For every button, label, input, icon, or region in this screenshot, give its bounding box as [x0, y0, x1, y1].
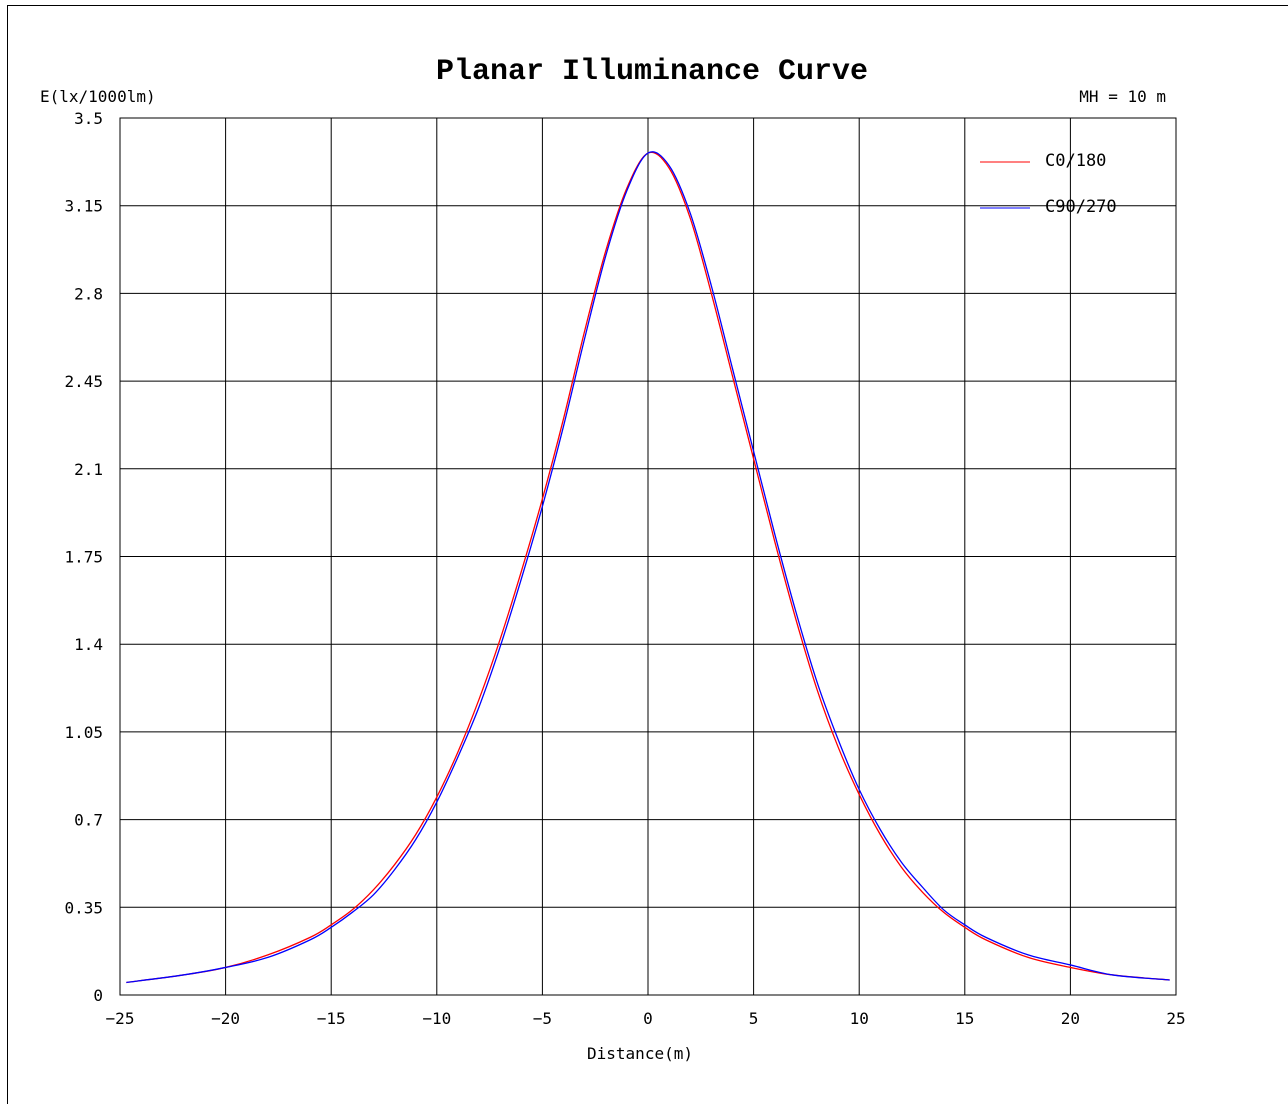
x-tick-label: 0 — [643, 1009, 653, 1028]
x-tick-label: −20 — [211, 1009, 240, 1028]
plot-area-border — [119, 117, 1177, 996]
y-tick-label: 3.5 — [74, 109, 103, 128]
y-tick-label: 0.35 — [64, 898, 103, 917]
y-tick-label: 2.1 — [74, 460, 103, 479]
chart-title: Planar Illuminance Curve — [436, 55, 868, 89]
series-line-c90-270 — [126, 151, 1170, 984]
legend-label-c0-180: C0/180 — [1045, 151, 1106, 171]
legend-label-c90-270: C90/270 — [1045, 197, 1117, 217]
x-tick-labels: −25 −20 −15 −10 −5 0 5 10 15 20 25 — [106, 1009, 1186, 1028]
y-tick-label: 1.4 — [74, 635, 103, 654]
x-tick-label: −15 — [317, 1009, 346, 1028]
y-tick-label: 1.75 — [64, 548, 103, 567]
mounting-height-annotation: MH = 10 m — [1079, 87, 1166, 106]
y-tick-label: 2.8 — [74, 284, 103, 303]
x-tick-label: −25 — [106, 1009, 135, 1028]
x-tick-label: 15 — [955, 1009, 974, 1028]
y-tick-labels: 0 0.35 0.7 1.05 1.4 1.75 2.1 2.45 2.8 3.15 3.5 — [64, 109, 103, 1005]
x-tick-label: 10 — [850, 1009, 869, 1028]
y-tick-label: 0 — [93, 986, 103, 1005]
x-axis-label: Distance(m) — [587, 1044, 693, 1063]
y-tick-label: 0.7 — [74, 811, 103, 830]
y-axis-label: E(lx/1000lm) — [40, 87, 156, 106]
x-tick-label: −5 — [533, 1009, 552, 1028]
x-tick-label: 25 — [1166, 1009, 1185, 1028]
y-tick-label: 1.05 — [64, 723, 103, 742]
x-tick-label: −10 — [422, 1009, 451, 1028]
y-tick-label: 2.45 — [64, 372, 103, 391]
series-lines — [126, 151, 1170, 984]
x-tick-label: 5 — [749, 1009, 759, 1028]
x-tick-label: 20 — [1061, 1009, 1080, 1028]
y-tick-label: 3.15 — [64, 197, 103, 216]
legend: C0/180 C90/270 — [980, 151, 1117, 217]
